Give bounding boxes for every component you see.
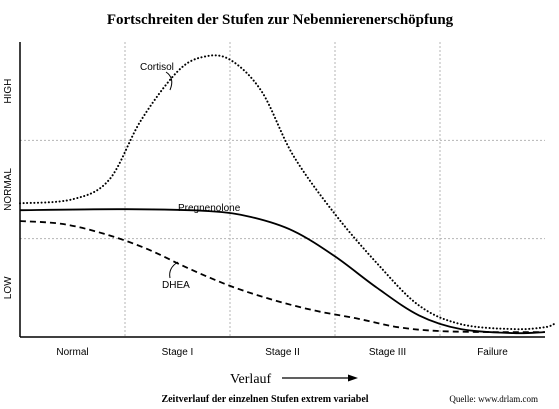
x-axis-label: Verlauf xyxy=(230,372,272,387)
series-label-dhea: DHEA xyxy=(162,280,190,291)
grid xyxy=(20,42,545,337)
y-level-label-normal: NORMAL xyxy=(3,168,14,211)
series-label-pregnenolone: Pregnenolone xyxy=(178,203,241,214)
footnote: Zeitverlauf der einzelnen Stufen extrem … xyxy=(161,394,368,405)
x-tick-label-failure: Failure xyxy=(477,347,508,358)
source-credit: Quelle: www.drlam.com xyxy=(449,394,538,404)
cortisol-label-pointer xyxy=(165,71,173,91)
x-tick-label-stage-i: Stage I xyxy=(162,347,194,358)
y-level-label-high: HIGH xyxy=(3,79,14,104)
y-level-label-low: LOW xyxy=(3,276,14,299)
x-tick-label-normal: Normal xyxy=(56,347,88,358)
x-tick-label-stage-ii: Stage II xyxy=(265,347,299,358)
y-level-labels: LOW NORMAL HIGH xyxy=(3,79,14,300)
x-tick-labels: Normal Stage I Stage II Stage III Failure xyxy=(56,347,508,358)
x-tick-label-stage-iii: Stage III xyxy=(369,347,406,358)
series-line-dhea xyxy=(19,220,546,334)
series-line-cortisol xyxy=(19,54,557,331)
x-axis-arrowhead xyxy=(348,374,358,382)
axes xyxy=(19,42,545,338)
series-lines xyxy=(19,54,557,335)
series-line-pregnenolone xyxy=(19,208,546,335)
dhea-label-pointer xyxy=(169,261,179,279)
chart-title: Fortschreiten der Stufen zur Nebennieren… xyxy=(107,12,454,28)
series-label-cortisol: Cortisol xyxy=(140,62,174,73)
